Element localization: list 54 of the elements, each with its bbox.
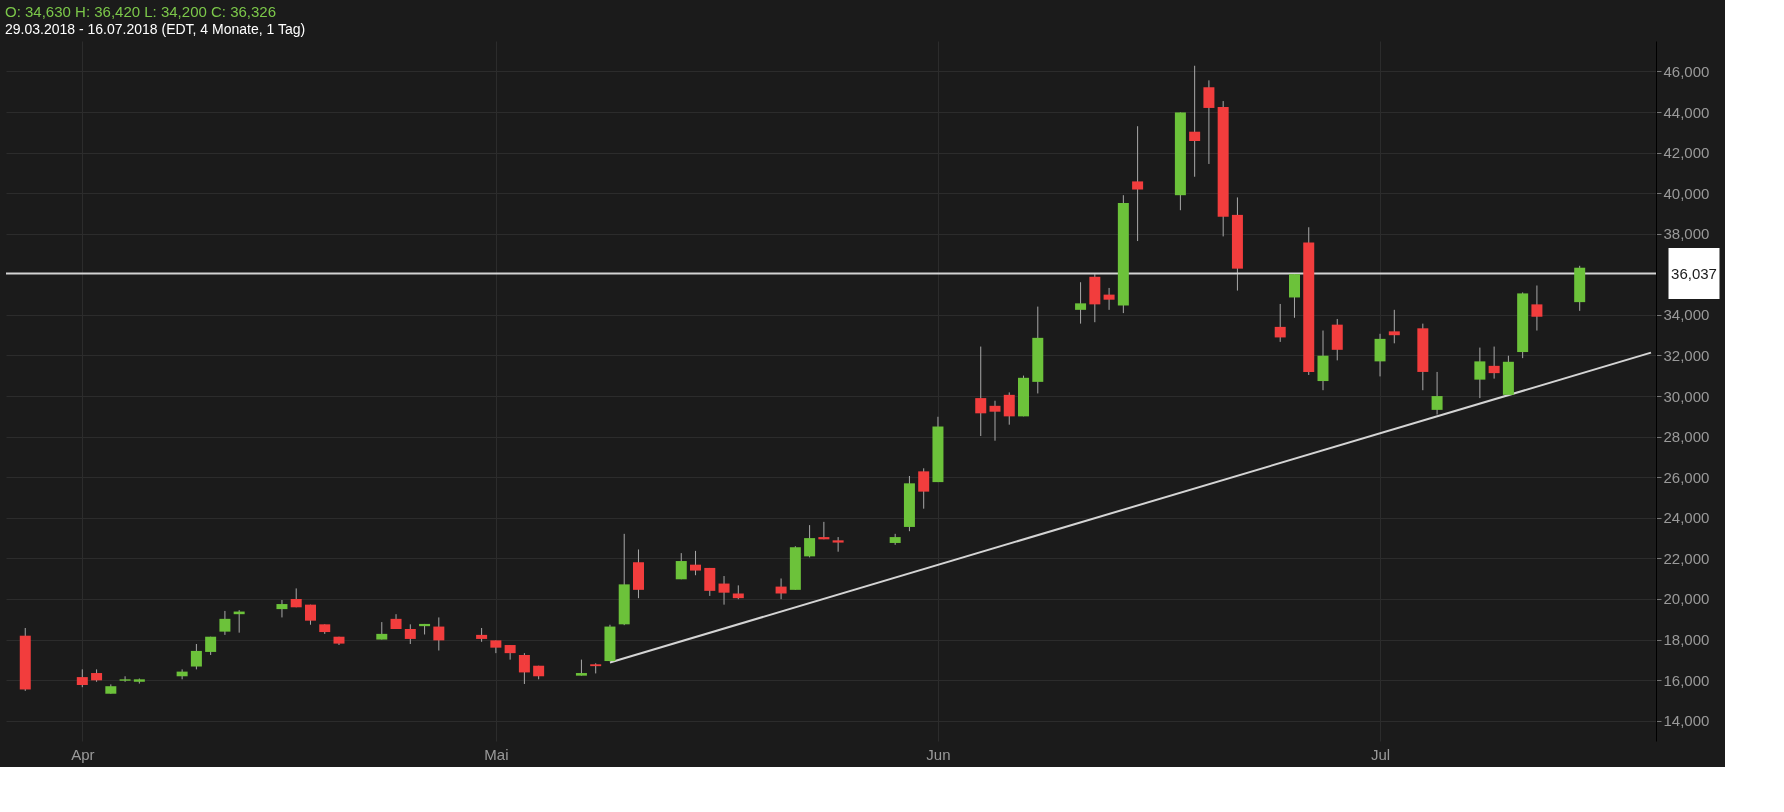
ref-line-label: 36,037 <box>1671 264 1717 282</box>
y-tick-label: 14,000 <box>1663 712 1710 730</box>
candlestick <box>504 644 516 661</box>
y-tick-label: 32,000 <box>1663 346 1710 364</box>
candlestick <box>918 467 930 510</box>
y-tick-label: 46,000 <box>1663 62 1710 80</box>
candlestick <box>190 643 202 670</box>
y-tick-label: 38,000 <box>1663 225 1710 243</box>
candlestick <box>1474 347 1486 399</box>
candlestick <box>718 575 730 606</box>
x-tick-label: Jul <box>1370 745 1391 763</box>
x-tick-label: Mai <box>484 745 509 763</box>
y-tick-label: 20,000 <box>1663 590 1710 608</box>
candlestick <box>989 400 1001 442</box>
candlestick <box>690 550 702 576</box>
candlestick <box>975 346 987 437</box>
candlestick <box>1003 391 1015 426</box>
candlestick <box>832 536 844 553</box>
x-tick-label: Jun <box>926 745 951 763</box>
y-tick-label: 30,000 <box>1663 387 1710 405</box>
candlestick <box>1374 333 1386 377</box>
candlestick <box>518 652 530 685</box>
chart-title: O: 34,630 H: 36,420 L: 34,200 C: 36,326 <box>5 3 277 20</box>
candlestick <box>1431 371 1443 416</box>
candlestick <box>119 675 131 683</box>
candlestick <box>1288 273 1300 319</box>
chart-subtitle: 29.03.2018 - 16.07.2018 (EDT, 4 Monate, 1 Tag) <box>5 21 306 37</box>
y-tick-label: 40,000 <box>1663 184 1710 202</box>
y-tick-label: 22,000 <box>1663 549 1710 567</box>
y-tick-label: 18,000 <box>1663 631 1710 649</box>
candlestick <box>704 567 716 597</box>
y-tick-label: 26,000 <box>1663 468 1710 486</box>
candlestick <box>276 599 288 618</box>
candlestick <box>1203 79 1215 165</box>
candlestick <box>1388 309 1400 344</box>
candlestick <box>1103 287 1115 311</box>
y-tick-label: 44,000 <box>1663 103 1710 121</box>
y-tick-label: 42,000 <box>1663 144 1710 162</box>
candlestick <box>1075 281 1087 325</box>
y-tick-label: 28,000 <box>1663 428 1710 446</box>
candlestick <box>1531 284 1543 332</box>
candlestick <box>1488 346 1500 380</box>
candlestick <box>1274 303 1286 343</box>
candlestick <box>1189 65 1201 178</box>
candlestick <box>219 610 231 636</box>
candlestick <box>804 524 816 558</box>
candlestick <box>1132 125 1144 242</box>
y-tick-label: 16,000 <box>1663 671 1710 689</box>
candlestick <box>675 552 687 580</box>
y-tick-label: 34,000 <box>1663 306 1710 324</box>
candlestick <box>404 623 416 645</box>
x-tick-label: Apr <box>71 745 95 763</box>
candlestick <box>433 616 445 652</box>
y-tick-label: 24,000 <box>1663 509 1710 527</box>
